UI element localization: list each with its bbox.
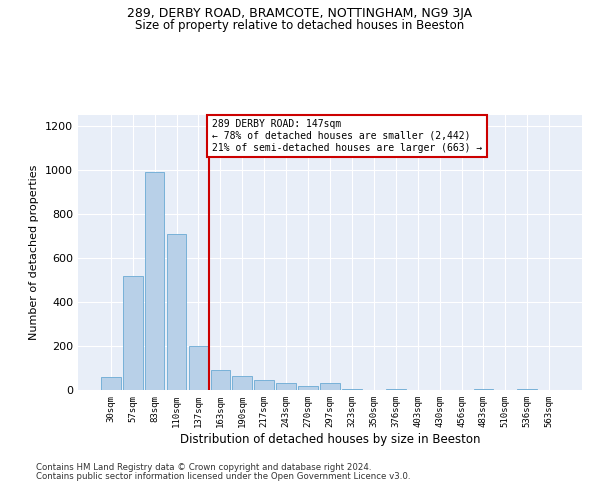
Bar (342, 389, 362, 390)
Bar (232, 376, 252, 390)
Bar (254, 380, 274, 390)
Bar (517, 389, 537, 390)
Text: Distribution of detached houses by size in Beeston: Distribution of detached houses by size … (180, 432, 480, 446)
Text: Size of property relative to detached houses in Beeston: Size of property relative to detached ho… (136, 18, 464, 32)
Bar (123, 276, 143, 390)
Bar (145, 172, 164, 390)
Bar (101, 377, 121, 390)
Bar (167, 234, 187, 390)
Bar (188, 346, 208, 390)
Bar (211, 370, 230, 390)
Text: Contains public sector information licensed under the Open Government Licence v3: Contains public sector information licen… (36, 472, 410, 481)
Bar (386, 389, 406, 390)
Bar (320, 384, 340, 390)
Y-axis label: Number of detached properties: Number of detached properties (29, 165, 40, 340)
Text: Contains HM Land Registry data © Crown copyright and database right 2024.: Contains HM Land Registry data © Crown c… (36, 464, 371, 472)
Bar (298, 386, 318, 390)
Text: 289, DERBY ROAD, BRAMCOTE, NOTTINGHAM, NG9 3JA: 289, DERBY ROAD, BRAMCOTE, NOTTINGHAM, N… (127, 8, 473, 20)
Bar (276, 384, 296, 390)
Text: 289 DERBY ROAD: 147sqm
← 78% of detached houses are smaller (2,442)
21% of semi-: 289 DERBY ROAD: 147sqm ← 78% of detached… (212, 120, 482, 152)
Bar (473, 389, 493, 390)
